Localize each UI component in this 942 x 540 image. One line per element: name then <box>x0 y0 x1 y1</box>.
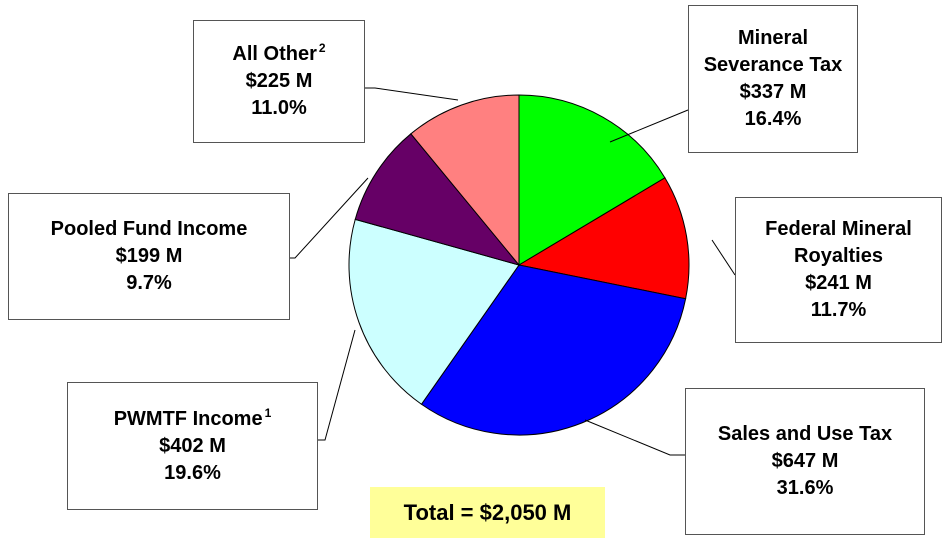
total-annotation: Total = $2,050 M <box>370 487 605 538</box>
slice-label-name-line: Sales and Use Tax <box>718 421 892 448</box>
slice-label-name-line: Federal Mineral Royalties <box>744 216 933 270</box>
leader-line <box>584 419 685 456</box>
slice-label-name-line: PWMTF Income 1 <box>114 406 272 433</box>
pie-slice <box>410 94 520 267</box>
slice-percent-label: 31.6% <box>776 477 834 499</box>
leader-line <box>318 329 356 441</box>
footnote-mark: 2 <box>318 41 326 55</box>
slice-label-box: PWMTF Income 1 $402 M 19.6% <box>67 382 318 510</box>
slice-value-label: $241 M <box>805 272 872 294</box>
footnote-mark: 1 <box>264 405 272 420</box>
slice-percent-label: 11.7% <box>810 299 867 321</box>
slice-label-name: Federal Mineral Royalties <box>765 218 912 267</box>
pie-slice <box>517 177 690 300</box>
pie-slice <box>420 264 687 436</box>
slice-label-box: Sales and Use Tax $647 M 31.6% <box>685 388 925 535</box>
slice-value-label: $647 M <box>771 450 839 472</box>
slice-label-box: Federal Mineral Royalties $241 M 11.7% <box>735 197 942 343</box>
slice-label-name-line: Mineral Severance Tax <box>697 25 849 79</box>
slice-label-name: Sales and Use Tax <box>717 423 893 445</box>
slice-label-box: Mineral Severance Tax $337 M 16.4% <box>688 5 858 153</box>
slice-value-label: $402 M <box>159 434 226 457</box>
leader-line <box>290 177 369 259</box>
slice-value-label: $225 M <box>245 70 313 92</box>
slice-percent-label: 16.4% <box>744 108 802 130</box>
slice-label-box: All Other 2 $225 M 11.0% <box>193 20 365 143</box>
pie-slice <box>348 218 520 405</box>
leader-line <box>609 109 689 143</box>
slice-label-name: Pooled Fund Income <box>50 218 248 240</box>
slice-percent-label: 19.6% <box>164 461 221 484</box>
slice-percent-label: 9.7% <box>126 272 172 294</box>
slice-label-name: All Other <box>232 43 317 65</box>
slice-value-label: $199 M <box>115 245 183 267</box>
slice-label-name: Mineral Severance Tax <box>703 27 843 76</box>
slice-label-name-line: All Other 2 <box>232 41 325 68</box>
slice-label-box: Pooled Fund Income $199 M 9.7% <box>8 193 290 320</box>
leader-line <box>365 87 459 101</box>
slice-label-name-line: Pooled Fund Income <box>51 216 248 243</box>
pie-slice <box>354 133 521 266</box>
slice-percent-label: 11.0% <box>251 97 307 119</box>
slice-label-name: PWMTF Income <box>113 407 263 430</box>
slice-value-label: $337 M <box>739 81 807 103</box>
pie-slice <box>518 94 666 266</box>
leader-line <box>711 239 736 276</box>
